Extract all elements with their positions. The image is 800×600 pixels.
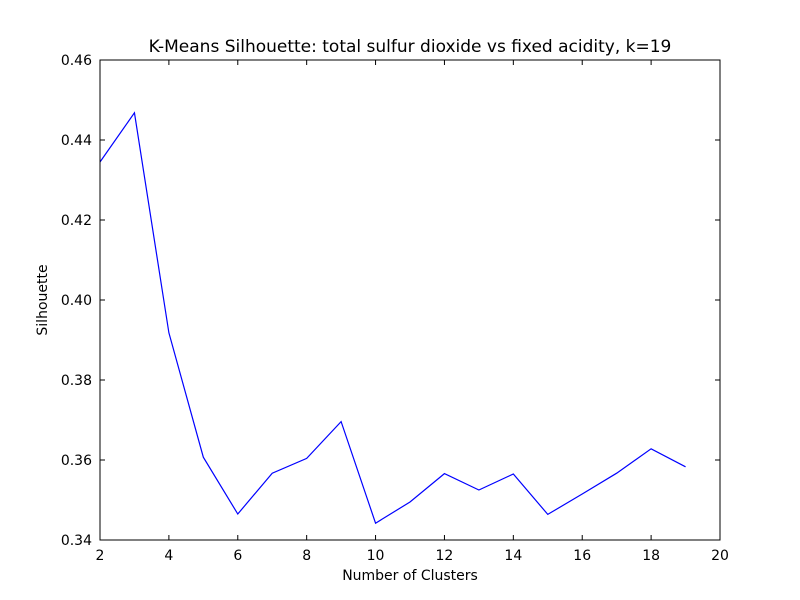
x-axis-label: Number of Clusters — [342, 568, 478, 584]
x-tick-label: 18 — [642, 548, 660, 564]
x-tick-label: 4 — [164, 548, 173, 564]
chart-title: K-Means Silhouette: total sulfur dioxide… — [149, 37, 672, 57]
x-tick-label: 6 — [233, 548, 242, 564]
x-tick-label: 2 — [96, 548, 105, 564]
y-tick-label: 0.34 — [61, 533, 92, 549]
y-tick-label: 0.38 — [61, 373, 92, 389]
y-tick-label: 0.40 — [61, 293, 92, 309]
x-tick-label: 8 — [302, 548, 311, 564]
y-axis-label: Silhouette — [35, 264, 51, 335]
y-tick-label: 0.46 — [61, 53, 92, 69]
y-tick-label: 0.42 — [61, 213, 92, 229]
axes-frame — [99, 59, 721, 541]
x-tick-label: 20 — [711, 548, 729, 564]
y-tick-label: 0.36 — [61, 453, 92, 469]
x-tick-label: 10 — [367, 548, 385, 564]
data-layer — [99, 111, 686, 525]
series-line — [99, 111, 686, 525]
x-tick-label: 12 — [436, 548, 454, 564]
x-tick-label: 14 — [504, 548, 522, 564]
x-tick-label: 16 — [573, 548, 591, 564]
y-tick-label: 0.44 — [61, 133, 92, 149]
ticks-layer: 2 4 6 8 10 12 14 16 18 20 0.34 0.36 0.38 0.40 0.42 0.44… — [61, 53, 729, 564]
